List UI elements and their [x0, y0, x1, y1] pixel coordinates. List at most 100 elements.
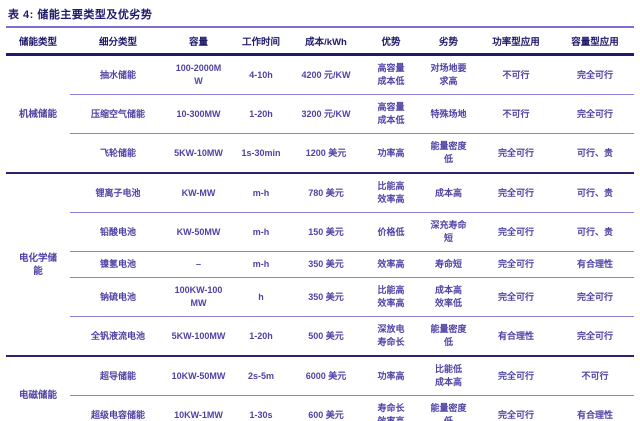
- cell-subtype: 镍氢电池: [70, 251, 166, 278]
- cell-work-time: 1-20h: [231, 316, 291, 356]
- cell-cost: 4200 元/KW: [301, 69, 351, 80]
- cell-work-time: 1s-30min: [231, 133, 291, 173]
- cell-cost: 350 美元: [291, 277, 361, 317]
- cell-subtype: 飞轮储能: [70, 133, 166, 173]
- cell-advantage: 功率高: [361, 355, 421, 396]
- cell-advantage: 功率高: [361, 133, 421, 173]
- cell-power-app: 完全可行: [476, 133, 556, 173]
- cell-disadvantage: 成本高: [421, 172, 476, 213]
- cell-subtype: 全钒液流电池: [70, 316, 166, 356]
- cell-capacity: 10-300MW: [166, 94, 231, 134]
- cell-subtype: 超级电容储能: [70, 395, 166, 421]
- cell-capacity-app: 有合理性: [556, 251, 634, 278]
- storage-category-cell: 机械储能: [18, 108, 57, 120]
- cell-disadvantage: 深充寿命 短: [421, 212, 476, 252]
- column-header-capacity-app: 容量型应用: [556, 28, 634, 56]
- cell-power-app: 不可行: [476, 94, 556, 134]
- table-row: 全钒液流电池 5KW-100MW 1-20h 500 美元 深放电 寿命长 能量密度 低有…: [6, 316, 634, 356]
- cell-cost: 780 美元: [291, 172, 361, 213]
- cell-disadvantage: 寿命短: [421, 251, 476, 278]
- cell-power-app: 完全可行: [476, 355, 556, 396]
- column-header-disadvantage: 劣势: [421, 28, 476, 56]
- table-row: 压缩空气储能 10-300MW 1-20h 3200 元/KW 高容量 成本低 特殊场地不…: [6, 94, 634, 134]
- cell-work-time: 1-30s: [231, 395, 291, 421]
- column-header-subtype: 细分类型: [70, 28, 166, 56]
- cell-advantage: 比能高 效率高: [361, 172, 421, 213]
- cell-disadvantage: 能量密度 低: [421, 133, 476, 173]
- cell-work-time: 1-20h: [231, 94, 291, 134]
- cell-capacity-app: 不可行: [556, 355, 634, 396]
- cell-capacity: 5KW-10MW: [166, 133, 231, 173]
- cell-advantage: 比能高 效率高: [361, 277, 421, 317]
- column-header-cost: 成本/kWh: [291, 28, 361, 56]
- energy-storage-table: 储能类型 细分类型 容量 工作时间 成本/kWh 优势 劣势 功率型应用 容量型…: [6, 28, 634, 421]
- table-row: 机械储能 抽水储能 100-2000M W 4-10h 4200 元/KW 高容量 成本低…: [6, 55, 634, 120]
- column-header-advantage: 优势: [361, 28, 421, 56]
- cell-work-time: h: [231, 277, 291, 317]
- cell-disadvantage: 对场地要 求高: [430, 63, 467, 86]
- cell-capacity: 10KW-50MW: [166, 355, 231, 396]
- cell-power-app: 有合理性: [476, 316, 556, 356]
- cell-capacity: 100-2000M W: [175, 63, 222, 86]
- cell-capacity: 10KW-1MW: [166, 395, 231, 421]
- table-row: 飞轮储能 5KW-10MW 1s-30min 1200 美元 功率高 能量密度 低完全可行…: [6, 133, 634, 173]
- cell-cost: 600 美元: [291, 395, 361, 421]
- table-row: 钠硫电池 100KW-100 MW h 350 美元 比能高 效率高 成本高 效率低 完全可…: [6, 277, 634, 317]
- cell-capacity-app: 完全可行: [556, 316, 634, 356]
- cell-capacity: –: [166, 251, 231, 278]
- cell-work-time: m-h: [231, 251, 291, 278]
- cell-subtype: 抽水储能: [99, 69, 136, 80]
- cell-capacity: 5KW-100MW: [166, 316, 231, 356]
- cell-capacity-app: 完全可行: [556, 94, 634, 134]
- table-header-row: 储能类型 细分类型 容量 工作时间 成本/kWh 优势 劣势 功率型应用 容量型…: [6, 28, 634, 56]
- cell-advantage: 高容量 成本低: [377, 63, 405, 86]
- cell-capacity-app: 完全可行: [576, 69, 613, 80]
- cell-power-app: 完全可行: [476, 172, 556, 213]
- cell-disadvantage: 特殊场地: [421, 94, 476, 134]
- cell-disadvantage: 成本高 效率低: [421, 277, 476, 317]
- cell-capacity-app: 有合理性: [556, 395, 634, 421]
- cell-subtype: 压缩空气储能: [70, 94, 166, 134]
- table-row: 铅酸电池 KW-50MW m-h 150 美元 价格低 深充寿命 短完全可行 可行、贵: [6, 212, 634, 252]
- column-header-storage-type: 储能类型: [6, 28, 70, 56]
- cell-power-app: 完全可行: [476, 395, 556, 421]
- cell-disadvantage: 能量密度 低: [421, 395, 476, 421]
- cell-cost: 3200 元/KW: [291, 94, 361, 134]
- cell-subtype: 超导储能: [70, 355, 166, 396]
- cell-disadvantage: 比能低 成本高: [421, 355, 476, 396]
- cell-advantage: 高容量 成本低: [361, 94, 421, 134]
- storage-category-cell: 电磁储能: [6, 355, 70, 421]
- cell-power-app: 不可行: [502, 69, 530, 80]
- cell-advantage: 价格低: [361, 212, 421, 252]
- storage-category-cell: 电化学储 能: [6, 172, 70, 356]
- column-header-work-time: 工作时间: [231, 28, 291, 56]
- cell-subtype: 铅酸电池: [70, 212, 166, 252]
- table-row: 镍氢电池 – m-h 350 美元 效率高 寿命短 完全可行 有合理性: [6, 251, 634, 278]
- cell-advantage: 效率高: [361, 251, 421, 278]
- cell-work-time: m-h: [231, 172, 291, 213]
- cell-work-time: m-h: [231, 212, 291, 252]
- table-body: 机械储能 抽水储能 100-2000M W 4-10h 4200 元/KW 高容量 成本低…: [6, 55, 634, 421]
- cell-power-app: 完全可行: [476, 277, 556, 317]
- cell-capacity-app: 可行、贵: [556, 212, 634, 252]
- column-header-power-app: 功率型应用: [476, 28, 556, 56]
- cell-capacity-app: 可行、贵: [556, 172, 634, 213]
- cell-cost: 500 美元: [291, 316, 361, 356]
- cell-work-time: 4-10h: [249, 69, 273, 80]
- table-title: 表 4: 储能主要类型及优劣势: [6, 4, 634, 28]
- cell-disadvantage: 能量密度 低: [421, 316, 476, 356]
- table-row: 超级电容储能 10KW-1MW 1-30s 600 美元 寿命长 效率高 能量密度 低完全…: [6, 395, 634, 421]
- cell-subtype: 锂离子电池: [70, 172, 166, 213]
- cell-cost: 350 美元: [291, 251, 361, 278]
- cell-capacity: 100KW-100 MW: [166, 277, 231, 317]
- cell-capacity: KW-MW: [166, 172, 231, 213]
- cell-advantage: 寿命长 效率高: [361, 395, 421, 421]
- cell-capacity: KW-50MW: [166, 212, 231, 252]
- table-row: 电磁储能 超导储能 10KW-50MW 2s-5m 6000 美元 功率高 比能低 成本高完…: [6, 355, 634, 421]
- cell-power-app: 完全可行: [476, 212, 556, 252]
- cell-power-app: 完全可行: [476, 251, 556, 278]
- cell-cost: 150 美元: [291, 212, 361, 252]
- cell-work-time: 2s-5m: [231, 355, 291, 396]
- column-header-capacity: 容量: [166, 28, 231, 56]
